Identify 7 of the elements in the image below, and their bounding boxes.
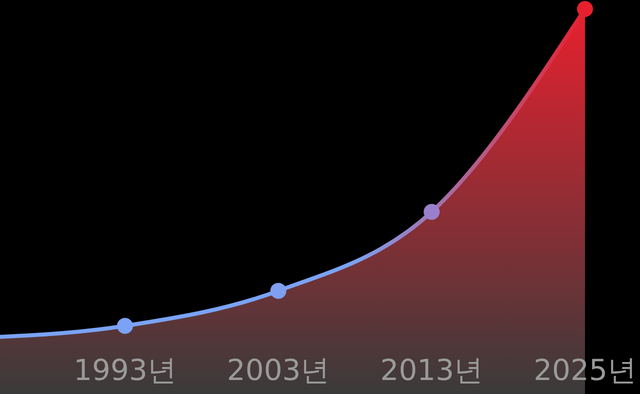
x-tick-label: 2013년 bbox=[380, 353, 484, 387]
x-tick-label: 2003년 bbox=[226, 353, 330, 387]
point bbox=[117, 318, 133, 334]
point bbox=[270, 282, 286, 299]
point bbox=[424, 204, 440, 220]
x-tick-label: 1993년 bbox=[74, 353, 176, 387]
point bbox=[577, 1, 593, 17]
